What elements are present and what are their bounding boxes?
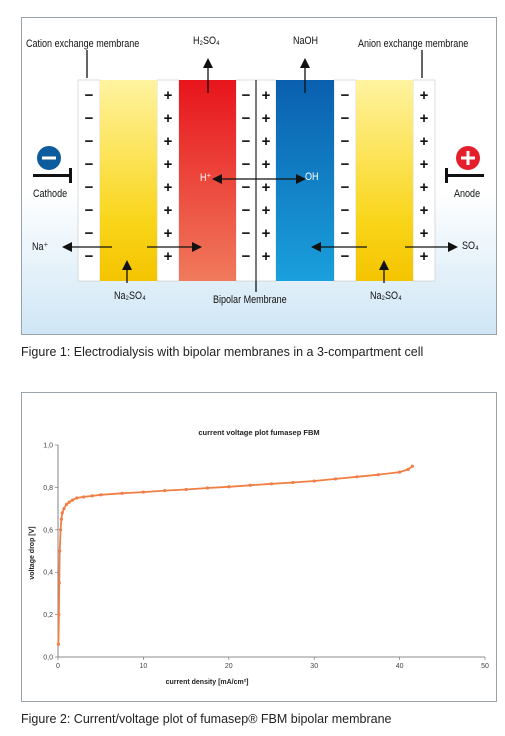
x-tick-label: 10 [140,663,148,670]
chart-axes [57,445,485,658]
data-point [355,475,359,479]
data-point [248,483,252,487]
data-point [184,487,188,492]
y-tick-label: 0,0 [43,655,53,662]
data-point [57,581,61,585]
label-bipolar-membrane: Bipolar Membrane [213,294,287,306]
data-point [57,613,61,617]
x-tick-label: 30 [310,663,318,670]
data-point [99,493,103,497]
label-na2so4-right: Na₂SO₄ [370,290,402,302]
label-na2so4-left: Na₂SO₄ [114,290,146,302]
data-point [312,479,316,483]
data-point [291,480,295,485]
cathode-plate [33,174,71,177]
label-na-plus: Na⁺ [32,241,49,253]
y-tick-label: 1,0 [43,443,53,450]
data-point [90,494,94,498]
series-points [56,464,415,646]
x-axis-label: current density [mA/cm²] [166,679,249,686]
data-point [269,482,274,486]
label-oh: OH [305,171,319,183]
data-point [64,502,69,506]
data-point [406,467,410,471]
y-tick-label: 0,2 [43,612,53,619]
data-point [59,517,64,521]
anode-plate [446,174,484,177]
data-point [82,495,86,499]
data-point [376,473,380,477]
y-axis-label: voltage drop [V] [29,526,36,579]
data-point [56,642,61,646]
compartment-yellow-left [100,80,157,281]
x-tick-label: 0 [56,663,60,670]
diagram-graphics [33,50,484,292]
x-tick-label: 50 [481,663,489,670]
label-cation-membrane: Cation exchange membrane [26,38,140,50]
x-tick-label: 20 [225,663,233,670]
label-h2so4: H₂SO₄ [193,35,220,47]
y-ticks: 0,0 0,2 0,4 0,6 0,8 1,0 [43,443,58,662]
label-h-plus: H⁺ [200,172,212,184]
data-point [398,470,402,474]
x-tick-label: 40 [396,663,404,670]
label-cathode: Cathode [33,188,68,200]
data-point [333,477,338,481]
label-anode: Anode [454,188,481,200]
data-point [58,528,63,532]
data-point [67,500,71,504]
data-point [141,490,145,494]
current-voltage-chart-panel: current voltage plot fumasep FBM current… [21,392,497,702]
data-point [205,486,210,490]
current-voltage-chart: current voltage plot fumasep FBM current… [29,428,489,686]
chart-title: current voltage plot fumasep FBM [198,428,319,437]
label-so4: SO₄ [462,240,479,252]
data-point [75,496,79,500]
data-point [58,549,62,553]
x-ticks: 0 10 20 30 40 50 [56,657,489,670]
y-tick-label: 0,6 [43,527,53,534]
data-point [70,498,75,502]
data-point [163,488,167,493]
data-point [410,464,415,468]
figure1-caption: Figure 1: Electrodialysis with bipolar m… [21,345,424,359]
cathode-terminal [69,168,72,183]
electrodialysis-diagram: − − − − − − − − + + + + + + + + − − − − … [21,17,497,335]
compartment-yellow-right [356,80,413,281]
flow-arrows [62,50,458,292]
y-tick-label: 0,8 [43,485,53,492]
data-point [60,511,64,515]
label-naoh: NaOH [293,35,319,47]
data-point [120,491,124,495]
series-line [57,465,413,645]
data-point [227,485,231,489]
label-anion-membrane: Anion exchange membrane [358,38,469,50]
y-tick-label: 0,4 [43,570,53,577]
anode-terminal [445,168,448,183]
data-point [62,507,66,511]
figure2-caption: Figure 2: Current/voltage plot of fumase… [21,712,392,726]
